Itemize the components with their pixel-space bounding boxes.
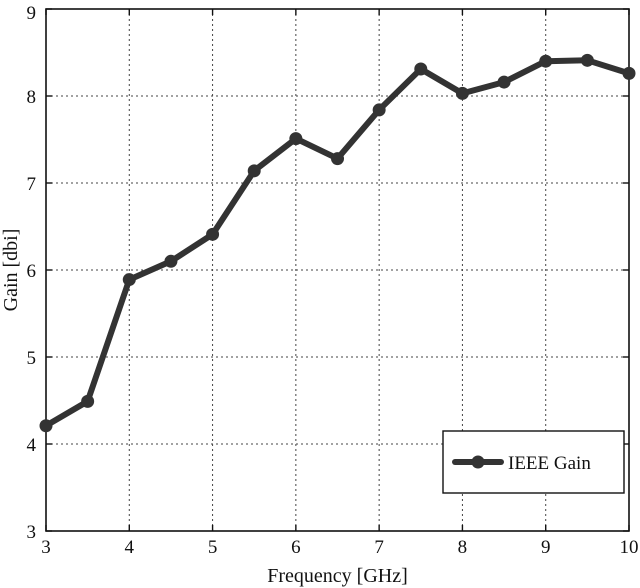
data-point	[455, 86, 469, 100]
x-tick-label: 5	[208, 537, 218, 558]
data-point	[539, 54, 553, 68]
y-tick-label: 8	[27, 87, 37, 108]
data-point	[497, 75, 511, 89]
data-point	[622, 66, 636, 80]
x-tick-label: 4	[125, 537, 135, 558]
y-tick-label: 7	[27, 174, 37, 195]
y-tick-label: 4	[27, 435, 37, 456]
legend-marker	[471, 455, 485, 469]
data-point	[414, 62, 428, 76]
data-point	[289, 132, 303, 146]
x-tick-label: 3	[41, 537, 51, 558]
x-tick-label: 9	[541, 537, 551, 558]
axis-ticks: 3 4 5 6 7 8 9 10 3 4 5 6 7 8 9	[27, 3, 639, 558]
legend-label: IEEE Gain	[508, 453, 591, 474]
data-point	[247, 164, 261, 178]
series-line	[43, 57, 632, 429]
data-point	[580, 53, 594, 67]
data-point	[331, 152, 344, 166]
y-tick-label: 9	[27, 3, 37, 24]
y-tick-label: 3	[27, 522, 37, 543]
data-point	[206, 227, 220, 241]
x-tick-label: 10	[620, 537, 639, 558]
y-tick-label: 6	[27, 261, 37, 282]
legend: IEEE Gain	[442, 430, 625, 494]
x-tick-label: 6	[291, 537, 301, 558]
data-point	[372, 103, 386, 117]
x-tick-label: 8	[458, 537, 468, 558]
y-tick-label: 5	[27, 348, 37, 369]
series-layer	[39, 53, 636, 433]
data-point	[81, 394, 95, 408]
x-tick-label: 7	[374, 537, 384, 558]
y-axis-title: Gain [dbi]	[0, 229, 22, 312]
x-axis-title: Frequency [GHz]	[267, 565, 408, 587]
data-point	[39, 419, 53, 433]
data-point	[122, 273, 136, 287]
data-point	[164, 254, 178, 268]
